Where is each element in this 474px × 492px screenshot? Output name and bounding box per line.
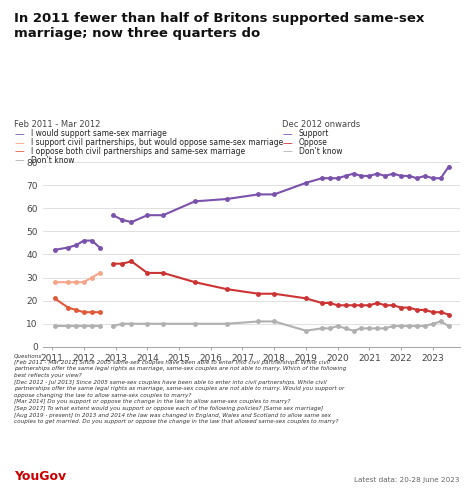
Text: In 2011 fewer than half of Britons supported same-sex
marriage; now three quarte: In 2011 fewer than half of Britons suppo… (14, 12, 425, 40)
Text: I would support same-sex marriage: I would support same-sex marriage (31, 129, 166, 138)
Text: —: — (14, 155, 24, 165)
Text: Latest data: 20-28 June 2023: Latest data: 20-28 June 2023 (354, 477, 460, 483)
Text: I support civil partnerships, but would oppose same-sex marriage: I support civil partnerships, but would … (31, 138, 283, 147)
Text: Questions
[Feb 2011 - Mar 2012] Since 2005 same-sex couples have been able to en: Questions [Feb 2011 - Mar 2012] Since 20… (14, 353, 346, 424)
Text: —: — (282, 147, 292, 156)
Text: Don’t know: Don’t know (31, 156, 74, 165)
Text: I oppose both civil partnerships and same-sex marriage: I oppose both civil partnerships and sam… (31, 147, 245, 156)
Text: —: — (14, 129, 24, 139)
Text: Oppose: Oppose (299, 138, 328, 147)
Text: —: — (282, 138, 292, 148)
Text: Dec 2012 onwards: Dec 2012 onwards (282, 120, 360, 128)
Text: Feb 2011 - Mar 2012: Feb 2011 - Mar 2012 (14, 120, 100, 128)
Text: —: — (14, 147, 24, 156)
Text: Don’t know: Don’t know (299, 147, 342, 156)
Text: Support: Support (299, 129, 329, 138)
Text: YouGov: YouGov (14, 470, 66, 483)
Text: —: — (282, 129, 292, 139)
Text: —: — (14, 138, 24, 148)
